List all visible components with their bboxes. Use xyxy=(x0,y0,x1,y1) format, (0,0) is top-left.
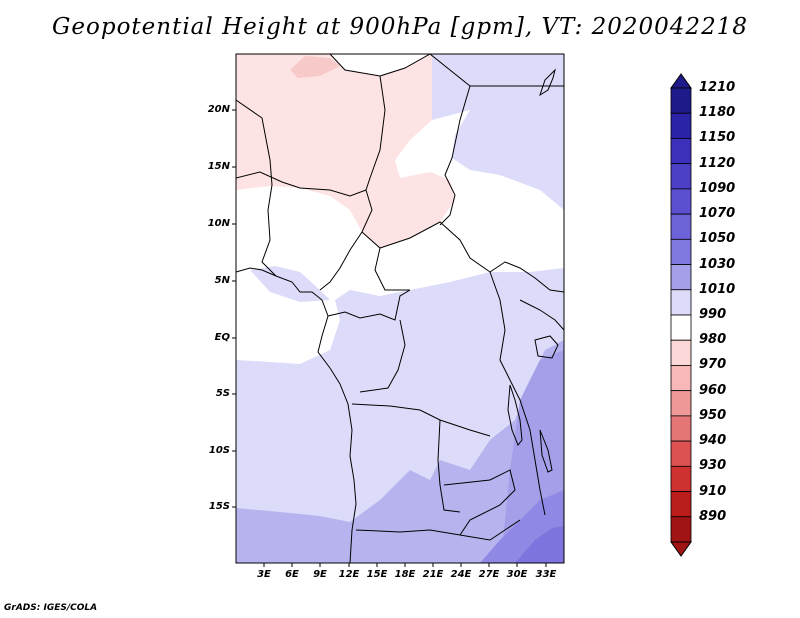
lake-victoria xyxy=(534,335,559,359)
colorbar-label: 1120 xyxy=(699,155,736,171)
field-low-pink xyxy=(236,54,455,248)
colorbar-label: 910 xyxy=(699,483,727,499)
colorbar-swatch xyxy=(670,390,692,417)
colorbar-label: 980 xyxy=(699,332,727,348)
lon-label-33e: 33E xyxy=(535,569,557,580)
border-namibia xyxy=(355,519,521,541)
colorbar-swatch xyxy=(670,163,692,190)
chart-title: Geopotential Height at 900hPa [gpm], VT:… xyxy=(52,14,748,40)
lat-label-eq: EQ xyxy=(214,332,230,343)
border-sudan-south xyxy=(489,261,564,293)
border-drc-angola xyxy=(351,403,491,437)
border-nigeria xyxy=(261,184,277,277)
border-nigeria-cameroon xyxy=(319,189,373,291)
colorbar-swatch xyxy=(670,440,692,467)
colorbar-label: 930 xyxy=(699,458,727,474)
lon-label-3e: 3E xyxy=(257,569,271,580)
colorbar-swatch xyxy=(670,213,692,240)
border-east-africa xyxy=(489,271,546,516)
colorbar-swatch xyxy=(670,339,692,366)
lon-label-15e: 15E xyxy=(366,569,388,580)
border-mali-niger xyxy=(236,99,273,186)
colorbar-label: 970 xyxy=(699,357,727,373)
field-ne-lavender xyxy=(432,54,564,210)
border-east-inner xyxy=(519,299,564,331)
border-cameroon-car xyxy=(374,247,410,291)
lat-label-20n: 20N xyxy=(207,104,230,115)
field-coast-lavender xyxy=(250,266,330,302)
colorbar-label: 1050 xyxy=(699,231,736,247)
lat-label-5s: 5S xyxy=(215,388,230,399)
axis-ticks xyxy=(232,109,547,567)
colorbar-swatch xyxy=(670,491,692,518)
grads-credit: GrADS: IGES/COLA xyxy=(4,603,98,613)
map-frame xyxy=(235,53,565,564)
lake-malawi xyxy=(539,429,553,473)
field-se-deepest xyxy=(515,526,564,563)
colorbar-label: 950 xyxy=(699,407,727,423)
colorbar-label: 1150 xyxy=(699,130,736,146)
border-sahel-south xyxy=(236,171,367,197)
border-angola-zambia xyxy=(437,419,461,513)
colorbar-label: 890 xyxy=(699,508,727,524)
nile-region xyxy=(539,68,556,97)
coastline-west xyxy=(236,267,357,563)
colorbar-swatch xyxy=(670,87,692,114)
colorbar-swatch xyxy=(670,112,692,139)
colorbar-label: 1030 xyxy=(699,256,736,272)
colorbar-swatch xyxy=(670,188,692,215)
colorbar-swatch xyxy=(670,516,692,543)
colorbar-swatch xyxy=(670,138,692,165)
colorbar-swatch xyxy=(670,314,692,341)
lake-tanganyika xyxy=(507,384,523,446)
lon-label-21e: 21E xyxy=(422,569,444,580)
colorbar-label: 1210 xyxy=(699,80,736,95)
colorbar xyxy=(670,73,692,557)
lat-label-10n: 10N xyxy=(207,218,230,229)
lat-label-5n: 5N xyxy=(214,275,230,286)
lat-label-10s: 10S xyxy=(208,445,230,456)
colorbar-label: 1070 xyxy=(699,206,736,222)
colorbar-label: 1090 xyxy=(699,180,736,196)
height-field xyxy=(236,54,564,563)
colorbar-label: 990 xyxy=(699,307,727,322)
border-gabon-congo xyxy=(327,289,411,321)
colorbar-label: 1010 xyxy=(699,281,736,297)
lon-label-9e: 9E xyxy=(313,569,327,580)
colorbar-label: 960 xyxy=(699,382,727,398)
border-chad-sudan xyxy=(439,85,471,226)
lon-label-24e: 24E xyxy=(450,569,472,580)
colorbar-bottom-arrow xyxy=(670,541,692,557)
lon-label-27e: 27E xyxy=(478,569,500,580)
lon-label-12e: 12E xyxy=(338,569,360,580)
lon-label-30e: 30E xyxy=(506,569,528,580)
lat-label-15s: 15S xyxy=(208,501,230,512)
field-south-purple xyxy=(236,340,564,563)
border-congo-drc xyxy=(359,319,406,393)
colorbar-top-arrow xyxy=(670,73,692,89)
lat-label-15n: 15N xyxy=(207,161,230,172)
border-niger-chad xyxy=(365,75,386,191)
border-chad-libya xyxy=(429,54,564,87)
colorbar-label: 940 xyxy=(699,433,727,449)
colorbar-swatch xyxy=(670,238,692,265)
field-low-pink-core xyxy=(290,56,340,78)
border-zambia xyxy=(443,469,516,536)
colorbar-swatch xyxy=(670,365,692,392)
colorbar-swatch xyxy=(670,264,692,291)
country-borders xyxy=(236,54,564,563)
colorbar-label: 1180 xyxy=(699,105,736,121)
lon-label-18e: 18E xyxy=(394,569,416,580)
colorbar-swatch xyxy=(670,289,692,316)
colorbar-swatch xyxy=(670,465,692,492)
lon-label-6e: 6E xyxy=(285,569,299,580)
colorbar-swatch xyxy=(670,415,692,442)
